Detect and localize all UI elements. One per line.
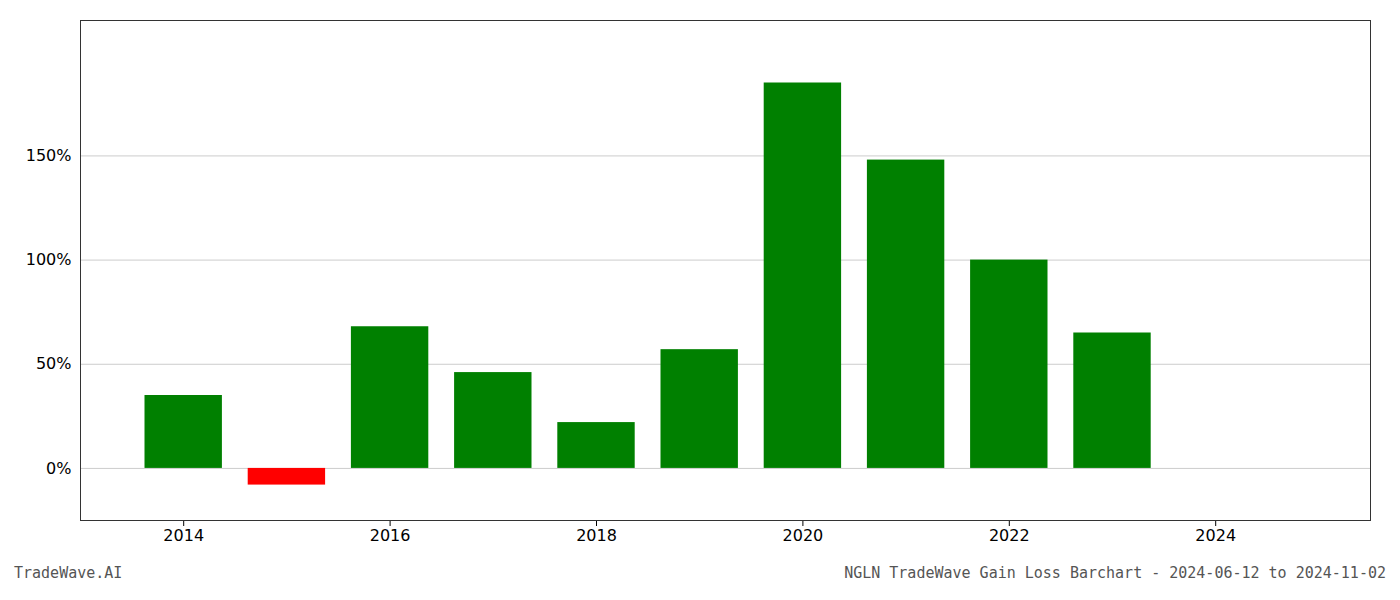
html-text:NGLN TradeWave Gain Loss Barch: NGLN TradeWave Gain Loss Barchart - 2024… [844, 564, 1386, 582]
svg-text:2022: 2022 [989, 526, 1030, 545]
html-text:TradeWave.AI: TradeWave.AI [14, 564, 123, 582]
svg-text:150%: 150% [26, 146, 72, 165]
svg-text:2016: 2016 [370, 526, 411, 545]
svg-text:2014: 2014 [163, 526, 204, 545]
svg-text:50%: 50% [36, 354, 72, 373]
svg-text:2024: 2024 [1195, 526, 1236, 545]
svg-text:100%: 100% [26, 250, 72, 269]
svg-text:2020: 2020 [783, 526, 824, 545]
svg-text:2018: 2018 [576, 526, 617, 545]
svg-text:0%: 0% [46, 459, 71, 478]
